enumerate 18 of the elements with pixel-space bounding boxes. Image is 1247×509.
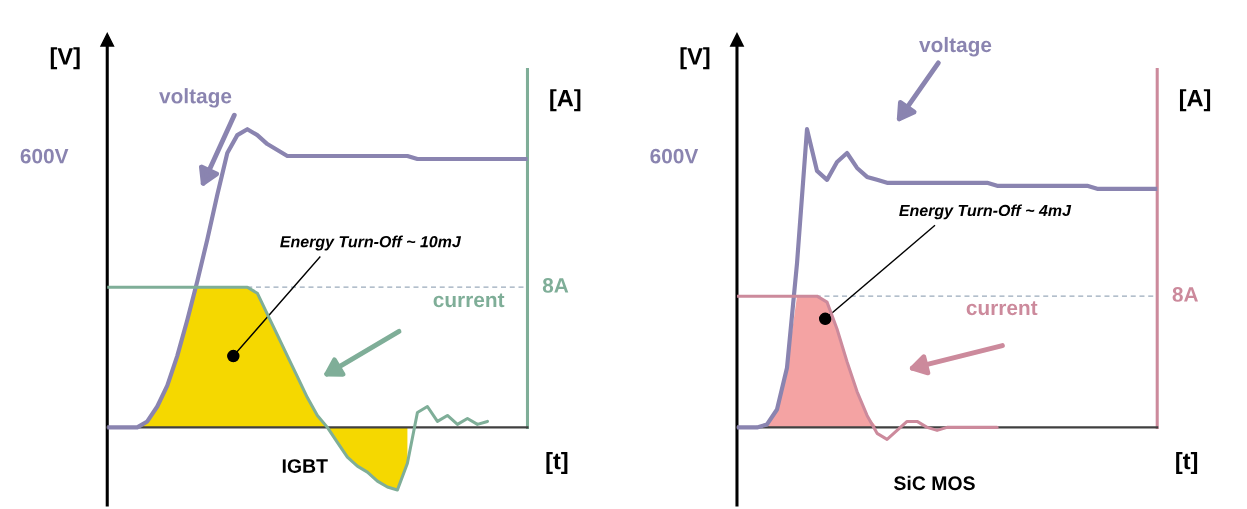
x-axis-title: [t] (546, 452, 568, 475)
annotation: Energy Turn-Off ~ 4mJ (899, 204, 1072, 220)
text: current (433, 293, 505, 308)
y2-axis-title: [A] (1179, 89, 1211, 112)
y-axis-title: [V] (680, 47, 710, 70)
x-axis-title: [t] (1176, 452, 1198, 475)
text: SiC MOS (893, 475, 975, 491)
y-axis-title: [V] (50, 47, 80, 70)
annotation: Energy Turn-Off ~ 10mJ (280, 235, 462, 251)
ref-line-label: 8A (542, 278, 569, 293)
annotation: IGBT (282, 459, 328, 473)
text: 600V (650, 148, 699, 164)
text: current (966, 301, 1038, 316)
y2-axis-title: [A] (550, 89, 581, 112)
series-label: voltage (159, 88, 232, 108)
text: voltage (919, 36, 992, 57)
ref-line-label: 8A (1172, 287, 1199, 302)
text: 600V (20, 148, 69, 164)
